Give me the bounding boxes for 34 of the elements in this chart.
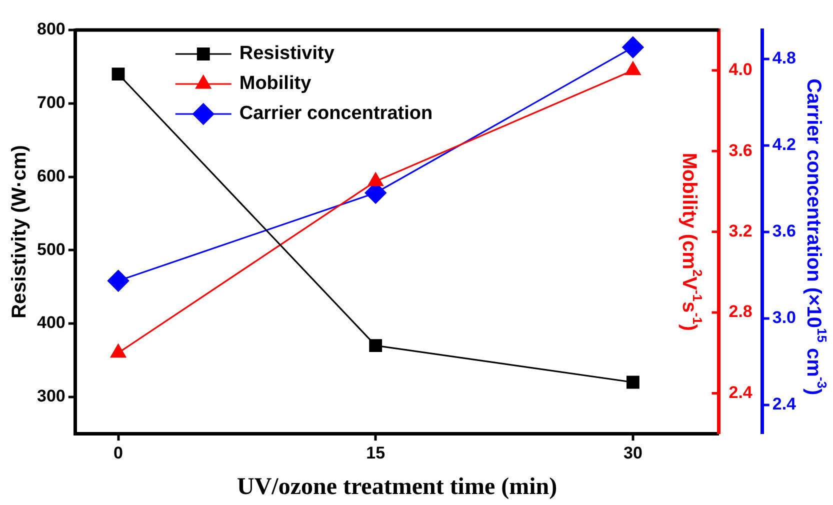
y2-tick-label: 2.4 [728,382,753,402]
y2-axis-title: Mobility (cm2V-1s-1) [678,152,706,331]
point [110,344,126,358]
legend-label: Carrier concentration [239,103,433,124]
point [625,62,641,76]
x-axis-title: UV/ozone treatment time (min) [236,474,558,500]
point [369,339,382,352]
legend-label: Mobility [239,73,312,94]
y-axis-title: Resistivity (W·cm) [8,145,31,318]
y3-tick-label: 2.4 [772,394,797,414]
y-tick-label: 500 [36,240,66,259]
y3-tick-label: 3.0 [772,308,796,327]
y3-tick-label: 3.6 [772,221,796,240]
x-tick-label: 30 [623,443,642,462]
y2-tick-label: 3.6 [728,140,752,160]
y-tick-label: 300 [36,386,66,406]
y3-tick-label: 4.2 [772,135,796,154]
legend-label: Resistivity [239,43,335,64]
y3-axis-title: Carrier concentration (×1015 cm-3) [802,78,830,396]
y3-tick-label: 4.8 [772,48,796,68]
y-tick-label: 600 [36,166,66,186]
y-tick-label: 400 [36,313,66,332]
y2-tick-label: 3.2 [728,221,752,240]
y-tick-label: 800 [36,20,66,39]
y-tick-label: 700 [36,93,66,112]
y2-tick-label: 4.0 [728,60,752,80]
point [622,36,644,58]
point [107,270,130,292]
y2-tick-label: 2.8 [728,302,752,322]
x-tick-label: 0 [114,443,123,462]
point [626,376,640,389]
x-tick-label: 15 [366,443,386,462]
point [368,172,384,186]
point [112,68,125,80]
